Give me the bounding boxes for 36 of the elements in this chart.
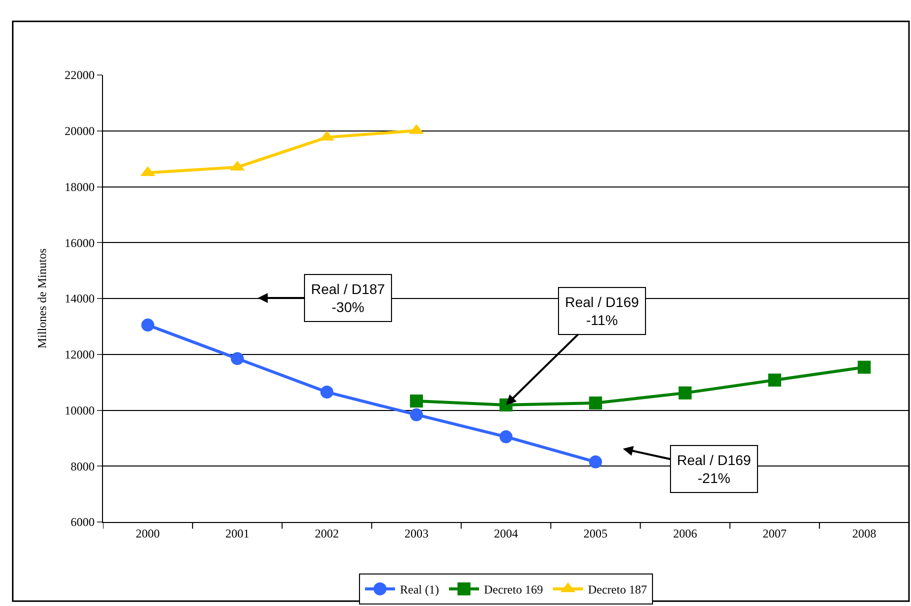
annotation: Real / D169 -21% — [677, 452, 752, 486]
point — [768, 374, 782, 387]
y-tick-label: 14000 — [64, 292, 95, 306]
x-tick-label: 2003 — [404, 526, 428, 540]
point — [500, 430, 512, 444]
y-axis-title: Millones de Minutos — [34, 248, 49, 349]
annotation: Real / D169 -11% — [565, 294, 640, 328]
annotation: Real / D187 -30% — [311, 281, 386, 316]
x-tick-label: 2000 — [136, 526, 160, 540]
point — [230, 352, 244, 366]
point — [589, 455, 602, 468]
y-tick-label: 6000 — [70, 515, 95, 530]
point — [410, 394, 423, 408]
x-tick-label: 2004 — [494, 526, 518, 540]
y-tick-label: 20000 — [64, 124, 95, 138]
x-tick-label: 2005 — [584, 526, 608, 540]
legend-label: Real (1) — [400, 582, 439, 597]
point — [141, 318, 154, 332]
legend-label: Decreto 169 — [484, 582, 543, 597]
point — [589, 396, 602, 410]
x-tick-label: 2008 — [852, 526, 876, 540]
legend-label: Decreto 187 — [588, 582, 647, 597]
y-tick-label: 8000 — [70, 459, 95, 474]
y-tick-label: 12000 — [64, 348, 95, 362]
point — [320, 386, 334, 399]
y-tick-label: 22000 — [64, 68, 95, 82]
y-tick-label: 10000 — [64, 403, 95, 418]
point — [858, 360, 871, 374]
x-tick-label: 2007 — [762, 526, 787, 540]
x-tick-label: 2001 — [225, 526, 250, 540]
point — [678, 386, 692, 400]
x-tick-label: 2006 — [673, 526, 698, 540]
x-tick-label: 2002 — [314, 526, 339, 540]
y-tick-label: 18000 — [64, 180, 95, 194]
point — [410, 408, 423, 422]
y-tick-label: 16000 — [64, 236, 95, 250]
